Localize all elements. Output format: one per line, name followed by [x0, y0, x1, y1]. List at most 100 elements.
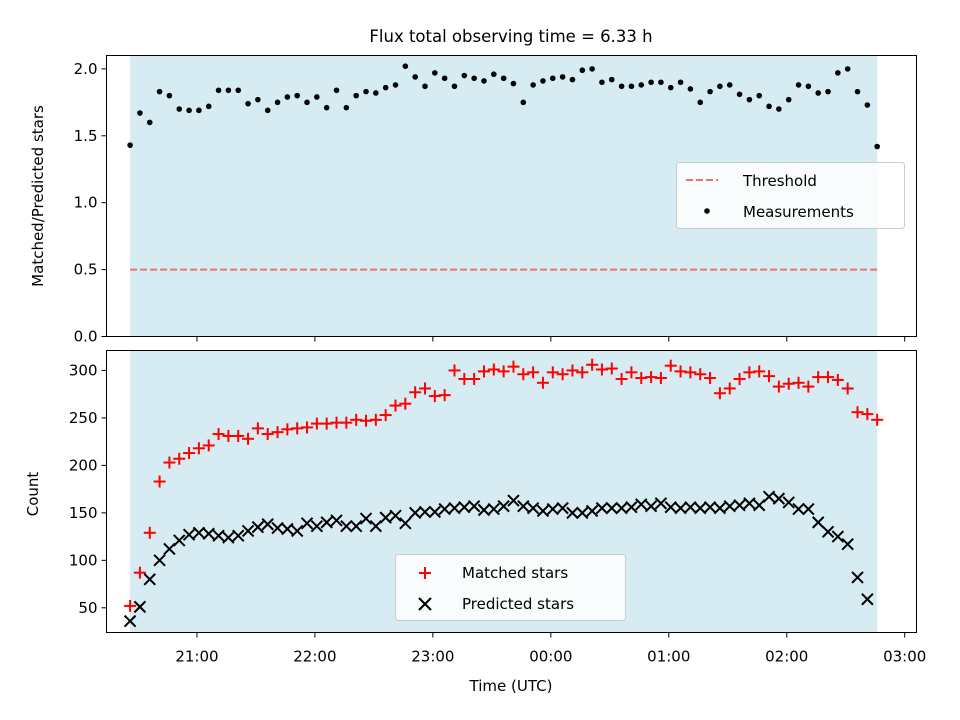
x-tick-label: 23:00	[411, 648, 454, 666]
predicted-star-marker	[772, 492, 786, 505]
measurement-point	[196, 107, 202, 114]
y-tick-label: 250	[69, 409, 98, 427]
measurement-point	[333, 87, 340, 94]
predicted-star-marker	[330, 514, 343, 527]
predicted-star-marker	[369, 519, 383, 533]
measurement-point	[382, 84, 389, 91]
matched-star-marker	[261, 428, 274, 441]
x-tick-label: 21:00	[175, 648, 218, 666]
predicted-star-marker	[310, 519, 324, 533]
predicted-star-marker	[585, 504, 599, 518]
matched-star-marker	[271, 426, 284, 439]
predicted-star-marker	[123, 614, 137, 628]
measurement-point	[146, 119, 153, 126]
matched-star-marker	[615, 372, 628, 385]
ratio-y-label: Matched/Predicted stars	[29, 105, 47, 287]
matched-star-marker	[861, 408, 874, 421]
legend-matched-swatch	[419, 567, 431, 579]
count-axes-frame	[106, 350, 917, 633]
measurement-point	[736, 91, 743, 98]
predicted-star-marker	[458, 500, 471, 514]
measurement-point	[137, 110, 143, 116]
matched-star-marker	[723, 382, 736, 395]
predicted-star-marker	[762, 490, 776, 503]
matched-star-marker	[605, 362, 618, 375]
measurement-point	[756, 92, 763, 99]
predicted-star-marker	[635, 498, 648, 511]
predicted-star-marker	[851, 571, 864, 584]
measurement-point	[235, 87, 242, 94]
matched-star-marker	[497, 365, 510, 378]
matched-star-marker	[468, 372, 481, 385]
predicted-star-marker	[733, 499, 746, 512]
predicted-star-marker	[644, 500, 658, 513]
matched-star-marker	[704, 372, 717, 385]
matched-star-marker	[153, 475, 166, 488]
y-tick-label: 1.0	[74, 194, 98, 212]
measurement-point	[618, 83, 625, 90]
matched-star-marker	[566, 364, 579, 377]
measurement-point	[176, 106, 183, 112]
predicted-star-marker	[743, 497, 756, 510]
legend-predicted-label: Predicted stars	[462, 595, 574, 613]
predicted-star-marker	[576, 506, 589, 520]
predicted-star-marker	[173, 534, 186, 547]
measurement-point	[225, 87, 232, 94]
predicted-star-marker	[546, 502, 559, 516]
count-points	[123, 358, 884, 628]
measurement-point	[304, 99, 310, 106]
y-tick-label: 50	[78, 599, 97, 617]
matched-star-marker	[379, 409, 392, 422]
measurement-point	[481, 78, 487, 84]
y-tick-label: 300	[69, 361, 98, 379]
count-y-ticks: 50 100 150 200 250 300	[69, 361, 107, 617]
measurement-point	[658, 79, 664, 86]
measurement-point	[255, 96, 261, 103]
measurement-point	[835, 70, 841, 76]
measurement-point	[274, 99, 281, 106]
predicted-star-marker	[605, 501, 618, 515]
measurement-point	[854, 88, 861, 95]
measurement-point	[825, 88, 831, 95]
measurement-point	[520, 99, 527, 106]
predicted-star-marker	[595, 501, 609, 515]
matched-star-marker	[418, 382, 431, 395]
matched-star-marker	[527, 366, 540, 379]
x-tick-label: 22:00	[293, 648, 336, 666]
measurement-point	[451, 83, 458, 90]
predicted-star-marker	[654, 497, 668, 510]
predicted-star-marker	[615, 501, 628, 515]
matched-star-marker	[822, 371, 835, 384]
matched-star-marker	[546, 366, 559, 379]
matched-star-marker	[772, 380, 785, 393]
count-panel: 50 100 150 200 250 300 21:00 22:00 23:00 00:00 01…	[24, 350, 926, 695]
measurement-point	[559, 74, 566, 80]
measurement-point	[215, 87, 222, 94]
matched-star-marker	[448, 364, 461, 377]
predicted-star-marker	[861, 593, 874, 606]
matched-star-marker	[192, 442, 205, 455]
measurement-point	[697, 99, 704, 106]
predicted-star-marker	[438, 502, 451, 516]
matched-star-marker	[477, 365, 490, 378]
matched-star-marker	[664, 359, 677, 372]
predicted-star-marker	[841, 537, 854, 551]
matched-star-marker	[399, 397, 412, 410]
measurement-point	[795, 82, 802, 88]
matched-star-marker	[163, 456, 176, 469]
measurement-point	[245, 100, 251, 107]
predicted-star-marker	[163, 542, 176, 556]
matched-star-marker	[487, 363, 500, 376]
y-tick-label: 0.0	[74, 328, 98, 346]
predicted-star-marker	[428, 505, 442, 519]
measurement-point	[314, 94, 320, 100]
measurement-point	[294, 92, 301, 99]
measurement-point	[166, 92, 173, 99]
matched-star-marker	[251, 422, 264, 435]
measurement-point	[569, 76, 576, 83]
measurement-point	[284, 94, 291, 100]
matched-star-marker	[654, 372, 667, 385]
measurement-point	[373, 90, 379, 96]
measurement-point	[628, 83, 635, 90]
predicted-star-marker	[566, 506, 579, 520]
